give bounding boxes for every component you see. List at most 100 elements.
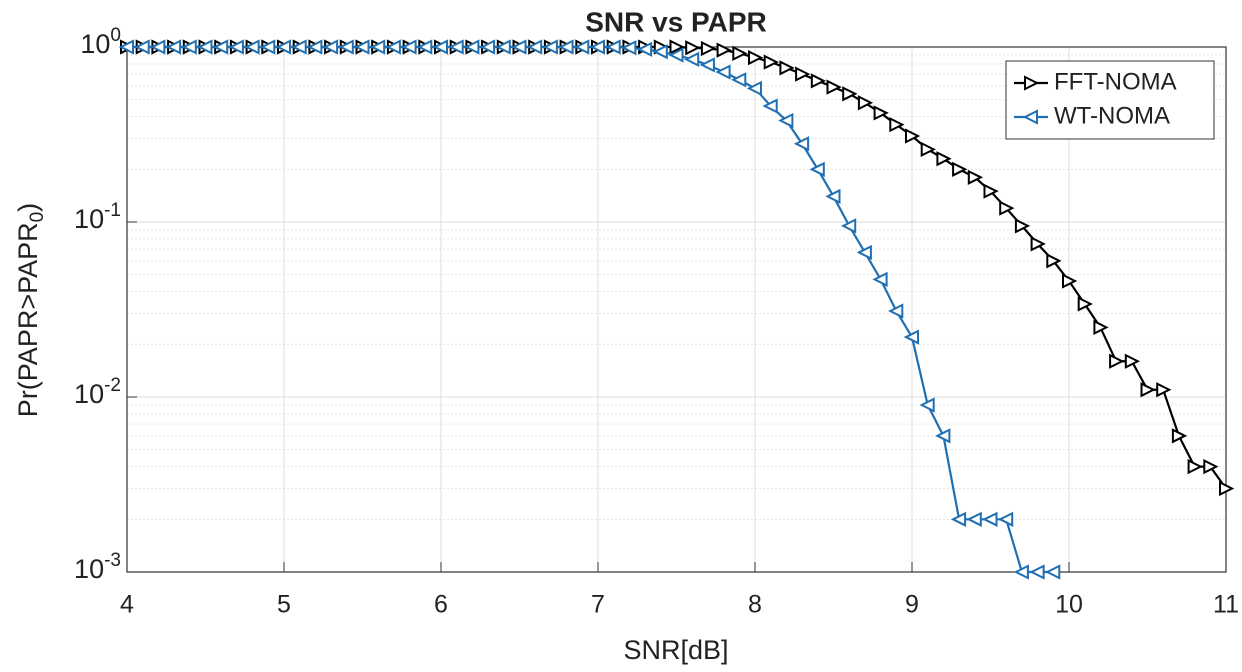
y-label-text: Pr(PAPR>PAPR: [13, 222, 43, 417]
marker: [134, 39, 150, 55]
marker: [322, 39, 339, 55]
marker: [1156, 382, 1172, 398]
marker: [903, 329, 919, 345]
marker: [809, 161, 825, 177]
x-tick-label: 6: [434, 591, 448, 619]
marker: [526, 39, 543, 55]
marker: [889, 117, 905, 133]
marker: [1046, 253, 1062, 269]
y-label-sub: 0: [27, 212, 48, 223]
marker: [464, 39, 480, 55]
marker: [983, 183, 999, 199]
marker: [731, 72, 747, 88]
marker: [605, 39, 621, 55]
marker: [354, 39, 370, 55]
marker: [589, 39, 605, 55]
marker: [1171, 428, 1188, 444]
marker: [999, 200, 1015, 216]
marker: [244, 39, 260, 55]
y-tick-exponent: 0: [110, 25, 121, 46]
marker: [401, 39, 417, 55]
marker: [746, 80, 762, 97]
x-tick-label: 7: [591, 591, 605, 619]
y-tick-base: 10: [74, 204, 104, 234]
marker: [840, 218, 857, 234]
marker: [905, 128, 921, 144]
marker: [636, 41, 653, 57]
marker: [856, 244, 872, 261]
marker: [763, 54, 779, 70]
y-tick-label: 10-2: [74, 375, 121, 409]
marker: [967, 169, 984, 185]
marker: [668, 47, 684, 63]
marker: [165, 39, 182, 55]
marker: [716, 42, 732, 58]
marker: [1024, 75, 1040, 91]
marker: [228, 39, 244, 55]
marker: [542, 39, 558, 55]
x-tick-label: 10: [1055, 591, 1083, 619]
legend-box: [1005, 60, 1215, 140]
y-axis-label: Pr(PAPR>PAPR0): [13, 203, 48, 417]
marker: [872, 271, 888, 288]
marker: [779, 60, 795, 76]
marker: [966, 511, 982, 527]
marker: [935, 428, 951, 444]
y-tick-label: 10-1: [74, 200, 121, 234]
marker: [150, 39, 166, 55]
marker: [936, 151, 952, 167]
marker: [385, 39, 401, 55]
marker: [1187, 459, 1203, 475]
marker: [795, 66, 811, 82]
marker: [683, 51, 700, 67]
marker: [479, 39, 496, 55]
marker: [952, 161, 968, 177]
marker: [574, 39, 590, 55]
marker: [997, 511, 1014, 527]
y-tick-base: 10: [80, 29, 110, 59]
marker: [793, 136, 810, 152]
marker: [778, 112, 794, 129]
marker: [888, 303, 904, 319]
marker: [197, 39, 213, 55]
marker: [857, 95, 874, 111]
x-axis-label: SNR[dB]: [623, 635, 728, 665]
marker: [825, 188, 841, 205]
marker: [700, 40, 717, 57]
marker: [842, 86, 858, 102]
marker: [1062, 273, 1078, 289]
x-tick-label: 4: [120, 591, 134, 619]
marker: [982, 511, 998, 527]
y-tick-exponent: -2: [104, 375, 121, 396]
y-tick-base: 10: [74, 554, 104, 584]
marker: [260, 39, 276, 55]
y-tick-base: 10: [74, 379, 104, 409]
marker: [1093, 319, 1109, 335]
marker: [1203, 459, 1219, 475]
y-tick-exponent: -1: [104, 200, 121, 221]
marker: [1109, 353, 1125, 369]
marker: [448, 39, 464, 55]
y-label-end: ): [13, 203, 43, 212]
legend-label: WT-NOMA: [1054, 102, 1170, 129]
marker: [732, 45, 748, 61]
marker: [919, 397, 935, 413]
marker: [417, 39, 433, 55]
marker: [432, 39, 448, 55]
marker: [1219, 480, 1235, 497]
marker: [1022, 109, 1038, 125]
x-tick-label: 8: [748, 591, 762, 619]
marker: [511, 39, 527, 55]
y-tick-label: 10-3: [74, 550, 121, 584]
marker: [558, 39, 574, 55]
marker: [1077, 296, 1093, 312]
marker: [1140, 382, 1156, 398]
marker: [685, 40, 701, 56]
y-tick-label: 100: [80, 25, 121, 59]
marker: [826, 79, 842, 95]
x-tick-label: 5: [277, 591, 291, 619]
marker: [762, 98, 778, 114]
marker: [338, 39, 354, 55]
marker: [275, 39, 291, 55]
